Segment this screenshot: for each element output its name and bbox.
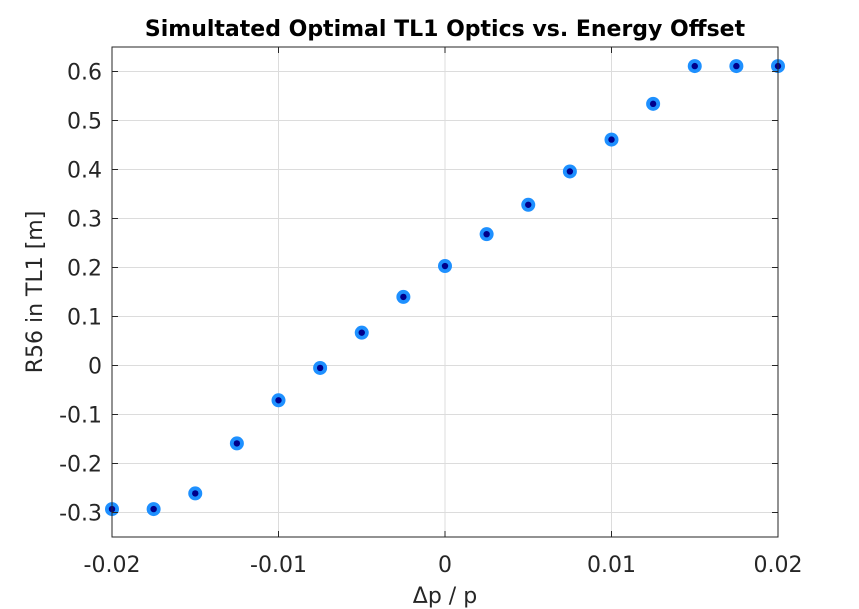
data-point-inner <box>441 262 449 270</box>
x-axis-label: Δp / p <box>413 584 477 609</box>
data-point-inner <box>608 136 615 143</box>
y-tick-label: 0.1 <box>67 306 102 331</box>
data-point-inner <box>400 293 407 301</box>
data-point <box>438 259 452 274</box>
y-tick-label: -0.1 <box>59 404 102 429</box>
x-tick-label: 0.01 <box>587 553 636 578</box>
y-tick-label: -0.2 <box>59 453 102 478</box>
x-tick-label: -0.02 <box>84 553 141 578</box>
data-point <box>188 486 203 501</box>
data-point-inner <box>316 364 324 372</box>
data-point-inner <box>483 230 490 238</box>
data-point <box>229 436 244 451</box>
data-point <box>313 360 328 375</box>
data-point <box>687 59 702 74</box>
data-point <box>521 197 536 212</box>
data-point <box>146 502 161 517</box>
y-tick-label: -0.3 <box>59 502 102 527</box>
data-point-inner <box>358 329 365 336</box>
data-point <box>729 59 744 74</box>
grid <box>111 47 779 537</box>
y-axis-label: R56 in TL1 [m] <box>23 211 48 374</box>
chart-title: Simultated Optimal TL1 Optics vs. Energy… <box>145 17 746 42</box>
y-tick-label: 0.5 <box>67 110 102 135</box>
data-point-inner <box>733 62 740 70</box>
y-tick-label: 0.4 <box>67 159 102 184</box>
x-tick-label: 0 <box>438 553 452 578</box>
data-point <box>646 96 661 111</box>
y-tick-label: 0.2 <box>67 257 102 282</box>
data-point <box>271 393 286 408</box>
data-point-inner <box>192 490 199 497</box>
data-point-inner <box>691 62 698 70</box>
data-point-inner <box>525 201 532 208</box>
axis-ticks: -0.02 -0.01 0 0.01 0.02 -0.3 -0.2 -0.1 0 0.1 0.2 0.… <box>59 47 802 578</box>
y-tick-label: 0.3 <box>67 208 102 233</box>
data-point <box>562 164 577 179</box>
y-tick-label: 0 <box>88 355 102 380</box>
x-tick-label: 0.02 <box>754 553 803 578</box>
data-point-inner <box>233 440 241 447</box>
data-point-inner <box>150 505 157 513</box>
data-point <box>479 227 494 242</box>
data-point-inner <box>566 168 574 175</box>
data-point <box>354 325 369 340</box>
data-point-inner <box>275 397 282 404</box>
x-tick-label: -0.01 <box>250 553 307 578</box>
data-point-inner <box>649 100 657 108</box>
data-point <box>604 132 619 147</box>
data-point <box>396 289 411 304</box>
y-tick-label: 0.6 <box>67 61 102 86</box>
